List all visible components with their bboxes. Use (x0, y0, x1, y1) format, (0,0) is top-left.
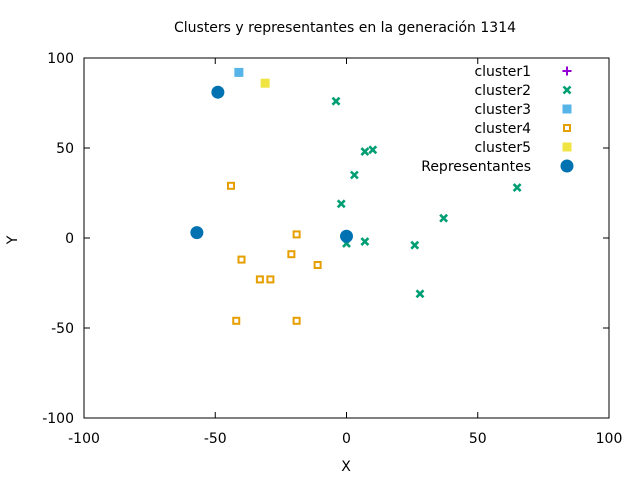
cluster2-point (360, 147, 370, 157)
cluster4-point (255, 275, 264, 284)
cluster4-point (237, 255, 246, 264)
x-tick-label: 50 (469, 431, 487, 447)
cluster2-point (349, 170, 359, 180)
y-tick-label: 100 (47, 51, 74, 67)
cluster2-point (512, 183, 522, 193)
chart-title: Clusters y representantes en la generaci… (174, 20, 516, 36)
legend-label: cluster5 (474, 140, 531, 156)
legend-marker (563, 124, 571, 132)
axis-ticks (83, 57, 610, 419)
Representantes-point (340, 229, 353, 243)
Representantes-point (211, 85, 225, 99)
cluster4-point (227, 181, 235, 190)
cluster2-point (331, 96, 341, 106)
cluster2-point (410, 240, 420, 250)
legend-marker (562, 104, 572, 114)
cluster2-point (439, 213, 449, 223)
axis-tick-labels: -100 -50 0 50 100 100 50 0 -50 -100 (42, 51, 622, 447)
cluster2-point (415, 289, 425, 299)
legend-label: cluster1 (474, 64, 531, 80)
y-axis-label: Y (5, 235, 21, 245)
y-tick-label: -100 (42, 411, 74, 427)
cluster4-point (292, 316, 301, 325)
cluster4-point (313, 261, 322, 269)
cluster4-point (287, 250, 296, 259)
legend-label: cluster2 (474, 83, 531, 99)
cluster3-point (234, 67, 244, 77)
cluster2-point (336, 199, 346, 209)
Representantes-point (190, 226, 204, 240)
legend-marker (562, 85, 572, 95)
cluster5-point (260, 78, 270, 88)
y-tick-label: 0 (65, 231, 74, 247)
legend-marker (562, 142, 572, 152)
legend-marker (562, 66, 572, 76)
y-tick-label: -50 (51, 321, 74, 337)
legend-label: cluster3 (474, 102, 531, 118)
x-axis-label: X (341, 459, 351, 475)
legend: cluster1 cluster2 cluster3 cluster4 cluster5… (421, 64, 574, 175)
legend-label: cluster4 (474, 121, 531, 137)
y-tick-label: 50 (56, 141, 74, 157)
cluster4-point (232, 316, 241, 325)
cluster4-point (292, 230, 301, 239)
x-tick-label: 0 (342, 431, 351, 447)
legend-marker (560, 159, 574, 173)
cluster4-point (266, 275, 275, 284)
x-tick-label: 100 (596, 431, 623, 447)
cluster2-point (368, 145, 378, 155)
cluster2-point (360, 237, 370, 247)
x-tick-label: -100 (68, 431, 100, 447)
data-points (190, 67, 522, 325)
legend-label: Representantes (421, 159, 531, 175)
x-tick-label: -50 (204, 431, 227, 447)
